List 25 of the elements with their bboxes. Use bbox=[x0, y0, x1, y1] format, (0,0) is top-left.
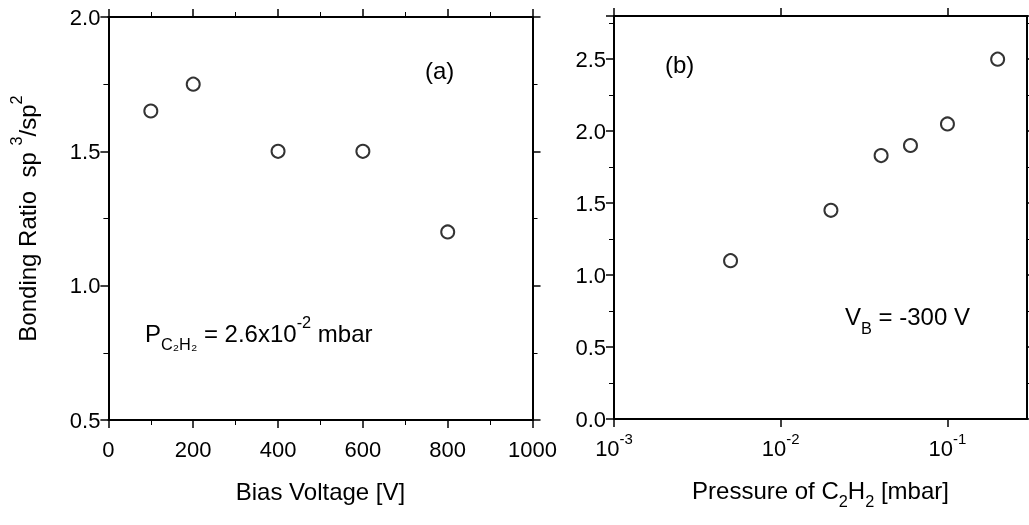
y-tick-label: 0.5 bbox=[575, 334, 606, 360]
y-tick-label: 0.5 bbox=[69, 407, 101, 433]
point bbox=[143, 103, 159, 119]
y-axis-title: Bonding Ratio sp 3/sp2 bbox=[7, 95, 41, 342]
point bbox=[270, 143, 286, 159]
x-tick-label: 600 bbox=[344, 437, 382, 463]
x-tick-label: 0 bbox=[102, 437, 115, 463]
annotation: (a) bbox=[425, 57, 455, 85]
annotation: (b) bbox=[665, 51, 695, 79]
y-tick-label: 1.0 bbox=[69, 273, 101, 299]
y-tick-label: 1.5 bbox=[69, 138, 101, 164]
y-tick-label: 1.0 bbox=[575, 262, 606, 288]
point bbox=[440, 224, 456, 240]
y-tick-label: 0.0 bbox=[575, 406, 606, 432]
y-tick-label: 1.5 bbox=[575, 190, 606, 216]
x-tick-label: 800 bbox=[429, 437, 467, 463]
x-tick-label: 400 bbox=[259, 437, 297, 463]
point bbox=[185, 76, 201, 92]
x-tick-label: 200 bbox=[174, 437, 212, 463]
y-tick-label: 2.5 bbox=[575, 46, 606, 72]
y-tick-label: 2.0 bbox=[575, 118, 606, 144]
point bbox=[355, 143, 371, 159]
x-tick-label: 1000 bbox=[508, 437, 558, 463]
y-tick-label: 2.0 bbox=[69, 4, 101, 30]
x-axis-title: Bias Voltage [V] bbox=[235, 477, 406, 505]
